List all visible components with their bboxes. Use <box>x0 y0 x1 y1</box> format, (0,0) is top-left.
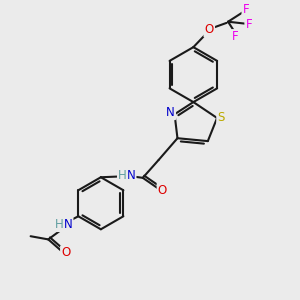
Text: F: F <box>243 3 249 16</box>
Text: N: N <box>64 218 72 231</box>
Text: F: F <box>232 30 238 43</box>
Text: S: S <box>218 112 225 124</box>
Text: O: O <box>158 184 167 197</box>
Text: H: H <box>118 169 127 182</box>
Text: N: N <box>166 106 175 119</box>
Text: N: N <box>127 169 135 182</box>
Text: H: H <box>55 218 63 231</box>
Text: O: O <box>61 247 70 260</box>
Text: F: F <box>246 17 252 31</box>
Text: O: O <box>205 23 214 36</box>
